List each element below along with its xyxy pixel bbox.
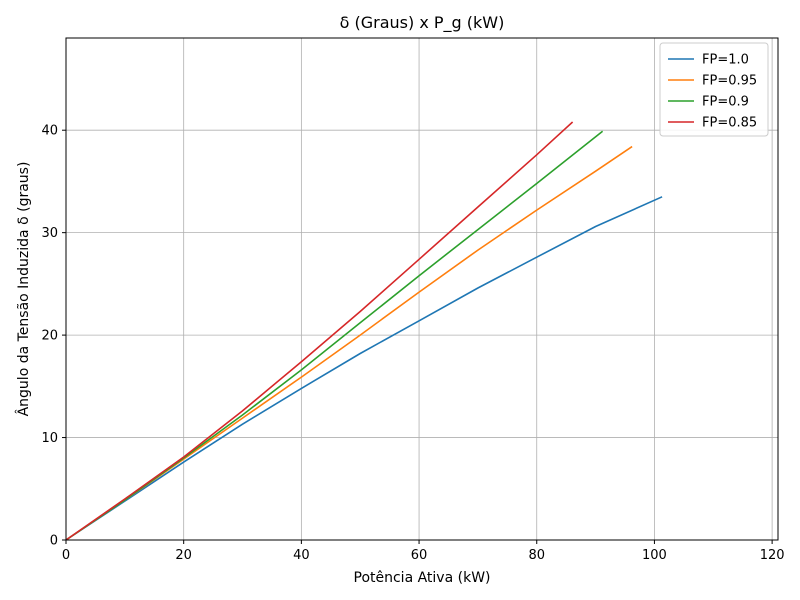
series-lines [65, 121, 663, 541]
y-tick-label: 30 [41, 226, 58, 241]
legend-label: FP=0.85 [702, 116, 757, 131]
legend: FP=1.0 FP=0.95 FP=0.9 FP=0.85 [659, 42, 769, 137]
x-tick-label: 60 [411, 548, 428, 563]
y-axis-label: Ângulo da Tensão Induzida δ (graus) [14, 162, 32, 417]
x-tick-label: 120 [760, 548, 785, 563]
legend-label: FP=0.95 [702, 74, 757, 89]
series-line-FP=0.9 [65, 130, 604, 541]
y-tick-label: 10 [41, 431, 58, 446]
x-tick-label: 100 [642, 548, 667, 563]
x-tick-label: 20 [175, 548, 192, 563]
plot-area-frame [65, 37, 779, 541]
legend-label: FP=0.9 [702, 95, 749, 110]
legend-box [659, 42, 769, 137]
x-axis-label: Potência Ativa (kW) [354, 570, 491, 586]
x-tick-label: 0 [62, 548, 70, 563]
chart-title: δ (Graus) x P_g (kW) [340, 13, 505, 33]
series-line-FP=1.0 [65, 196, 663, 541]
grid-lines [65, 38, 778, 541]
axis-ticks: 0 20 40 60 80 100 120 0 10 20 30 40 [41, 124, 784, 563]
x-tick-label: 80 [528, 548, 545, 563]
y-tick-label: 0 [50, 534, 58, 549]
y-tick-label: 20 [41, 329, 58, 344]
x-tick-label: 40 [293, 548, 310, 563]
y-tick-label: 40 [41, 124, 58, 139]
series-line-FP=0.85 [65, 121, 574, 541]
legend-label: FP=1.0 [702, 53, 749, 68]
